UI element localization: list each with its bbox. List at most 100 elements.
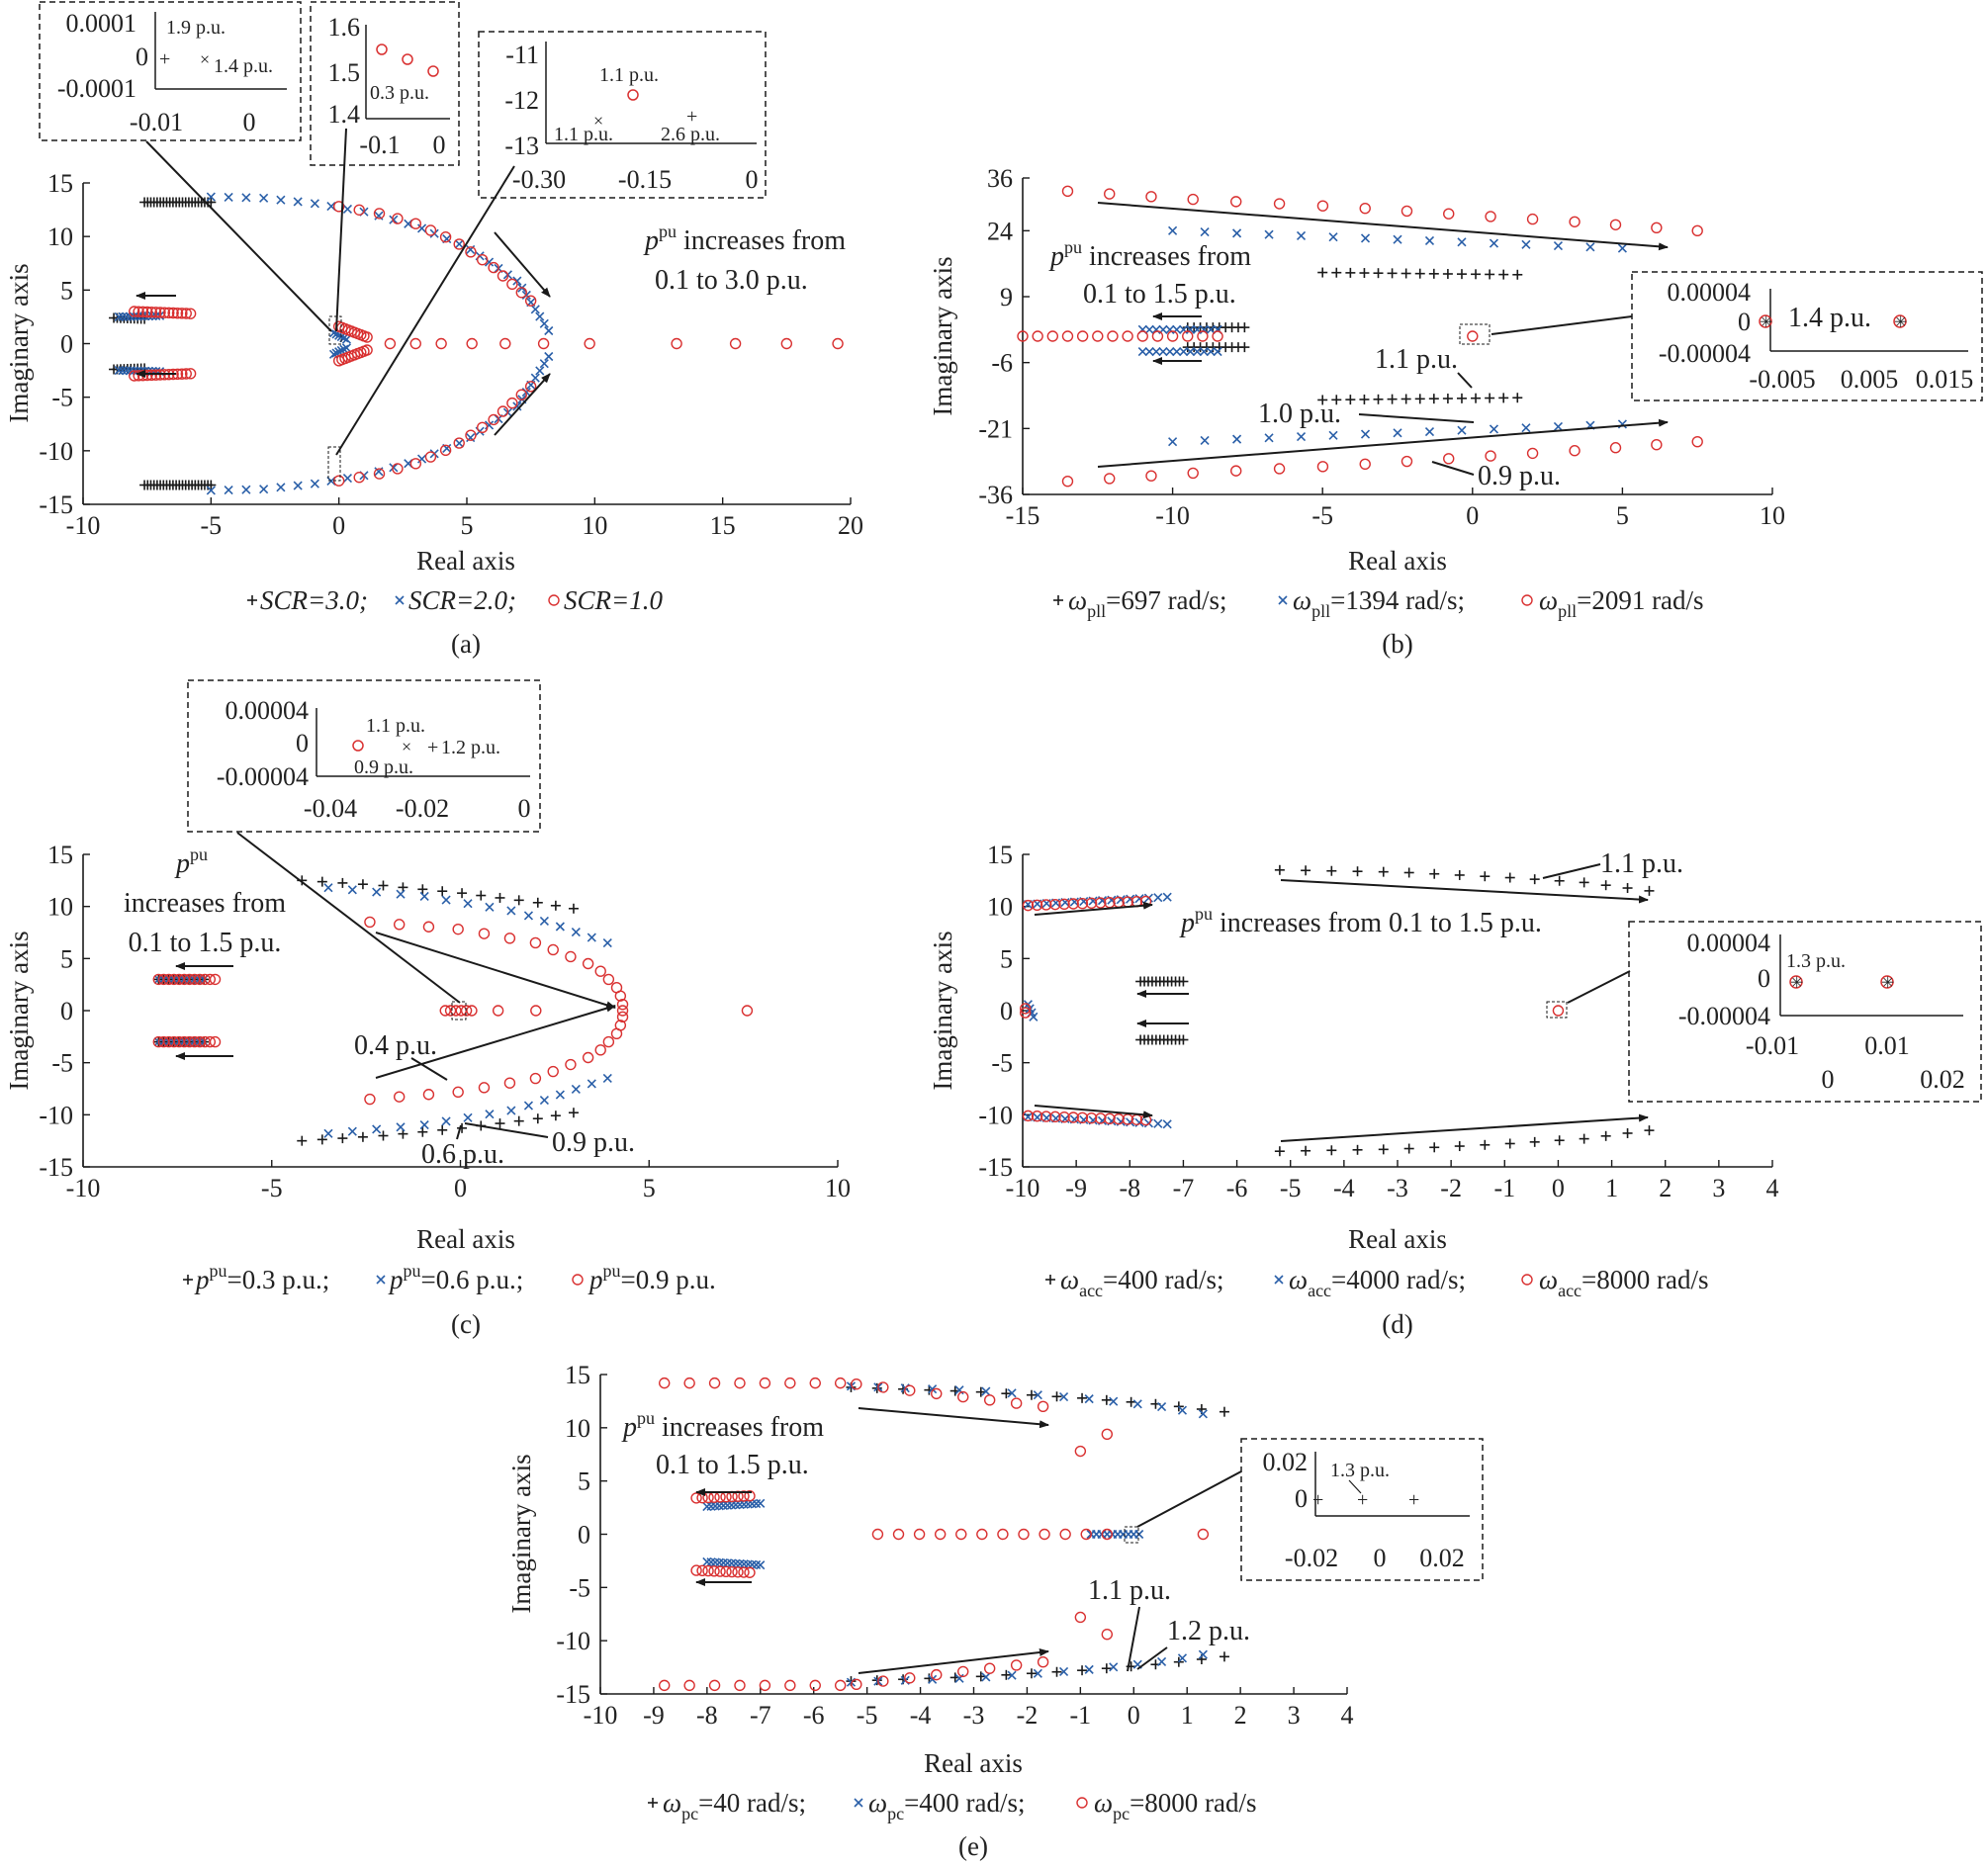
data-point-circle [435, 337, 447, 350]
x-tick-label: 1 [1605, 1174, 1618, 1202]
data-point-circle [1085, 897, 1098, 910]
data-point-cross [512, 276, 522, 286]
annotation-e-note-1: 1.2 p.u. [1167, 1616, 1250, 1646]
x-tick-label: -7 [1173, 1174, 1195, 1202]
series-circle [1017, 185, 1703, 488]
y-tick-label: 0 [60, 997, 73, 1025]
data-point-cross [1165, 324, 1175, 334]
data-point-circle [1032, 330, 1043, 342]
data-point-cross [224, 192, 233, 203]
data-point-cross [530, 305, 540, 314]
annotation-a-line2: 0.1 to 3.0 p.u. [655, 265, 808, 296]
data-point-cross [1213, 346, 1222, 357]
data-point-cross [419, 891, 429, 902]
data-point-cross [341, 343, 351, 353]
data-point-cross [1109, 1662, 1119, 1672]
data-point-cross [1489, 424, 1499, 434]
legend-marker-cross-c [376, 1275, 386, 1285]
data-point-cross [389, 463, 399, 473]
x-tick-label: 1 [1181, 1701, 1194, 1730]
inset-a-3-point-0 [627, 89, 639, 101]
data-point-cross [1328, 232, 1338, 242]
data-point-circle [478, 928, 491, 939]
data-point-circle [594, 965, 606, 977]
data-point-cross [1200, 435, 1210, 445]
legend-marker-cross [376, 1275, 386, 1285]
data-point-plus [1485, 393, 1495, 403]
data-point-plus [1403, 1143, 1414, 1154]
data-point-circle [616, 1005, 629, 1017]
inset-a-3-xtick-1: -0.15 [618, 165, 672, 194]
data-point-circle [1443, 208, 1455, 220]
data-point-circle [1101, 1528, 1114, 1541]
data-point-cross [1617, 243, 1627, 253]
data-point-cross [506, 1106, 516, 1115]
data-point-cross [1177, 1405, 1188, 1415]
data-point-cross [523, 1101, 533, 1111]
data-point-cross [544, 325, 554, 336]
data-point-plus [378, 1130, 389, 1141]
annotation-c: ppu [174, 844, 208, 879]
data-point-circle [1136, 330, 1148, 342]
arrows-c [175, 832, 616, 1140]
inset-e-1-xtick-2: 0.02 [1419, 1544, 1465, 1572]
data-point-plus [1345, 395, 1356, 405]
x-tick-label: 15 [710, 511, 736, 540]
data-point-plus [1504, 872, 1515, 883]
data-point-cross [1198, 1649, 1208, 1659]
data-point-cross [1198, 1409, 1208, 1419]
inset-a-1-ytick-2: -0.0001 [57, 74, 136, 103]
data-point-plus [1178, 976, 1189, 987]
data-point-plus [1001, 1388, 1012, 1399]
data-point-cross [347, 885, 357, 895]
data-point-circle [167, 307, 179, 319]
data-point-circle [1037, 1655, 1049, 1668]
inset-a-2-xtick-1: 0 [433, 131, 446, 159]
y-tick-label: 10 [47, 893, 73, 922]
legend-marker-plus-d [1045, 1275, 1055, 1285]
series-circle [1020, 895, 1565, 1126]
data-point-cross [454, 438, 464, 448]
data-point-plus [495, 892, 505, 903]
data-point-plus [1026, 1389, 1037, 1400]
y-tick-label: 10 [987, 893, 1013, 922]
data-point-circle [1049, 898, 1061, 911]
inset-b-1-point-0 [1759, 314, 1772, 328]
data-point-cross [1007, 1388, 1017, 1398]
inset-a-3-xtick-0: -0.30 [512, 165, 566, 194]
data-point-circle [784, 1377, 796, 1389]
data-point-cross [1179, 324, 1189, 334]
y-axis-label-d: Imaginary axis [928, 931, 957, 1090]
data-point-cross [389, 215, 399, 224]
inset-d-1-note-0: 1.3 p.u. [1786, 950, 1846, 972]
data-point-plus [1498, 269, 1509, 280]
data-point-cross [323, 883, 333, 893]
inset-c-1-marker-cross: × [402, 737, 411, 756]
annotation-d-note-0: 1.1 p.u. [1600, 848, 1683, 879]
data-point-cross [125, 311, 136, 321]
inset-a-1-xtick-1: 0 [243, 108, 256, 136]
data-point-plus [1428, 394, 1439, 404]
arrow-b-1 [1097, 202, 1669, 251]
annotation-e-note-0: 1.1 p.u. [1088, 1575, 1171, 1606]
data-point-cross [206, 192, 216, 202]
x-tick-label: 0 [454, 1174, 467, 1202]
panel-label-c: (c) [451, 1309, 481, 1339]
data-point-circle [1061, 475, 1074, 488]
data-point-cross [1162, 1119, 1172, 1129]
inset-b-1-marker-0: ✳ [1760, 314, 1772, 331]
inset-a-3-marker-plus: + [686, 106, 697, 128]
series-plus [1182, 267, 1523, 405]
data-point-plus [1239, 342, 1250, 353]
x-tick-label: 0 [1552, 1174, 1565, 1202]
legend-marker-circle-a [548, 594, 560, 606]
data-point-circle [997, 1528, 1009, 1541]
legend-marker-cross [854, 1798, 863, 1808]
data-point-circle [424, 224, 437, 236]
data-point-plus [1644, 885, 1655, 896]
data-point-plus [1600, 880, 1611, 891]
data-point-cross [1168, 437, 1178, 447]
arrow-d-1 [1280, 879, 1649, 904]
inset-leader-a-2 [335, 128, 347, 332]
data-point-circle [871, 1528, 884, 1541]
